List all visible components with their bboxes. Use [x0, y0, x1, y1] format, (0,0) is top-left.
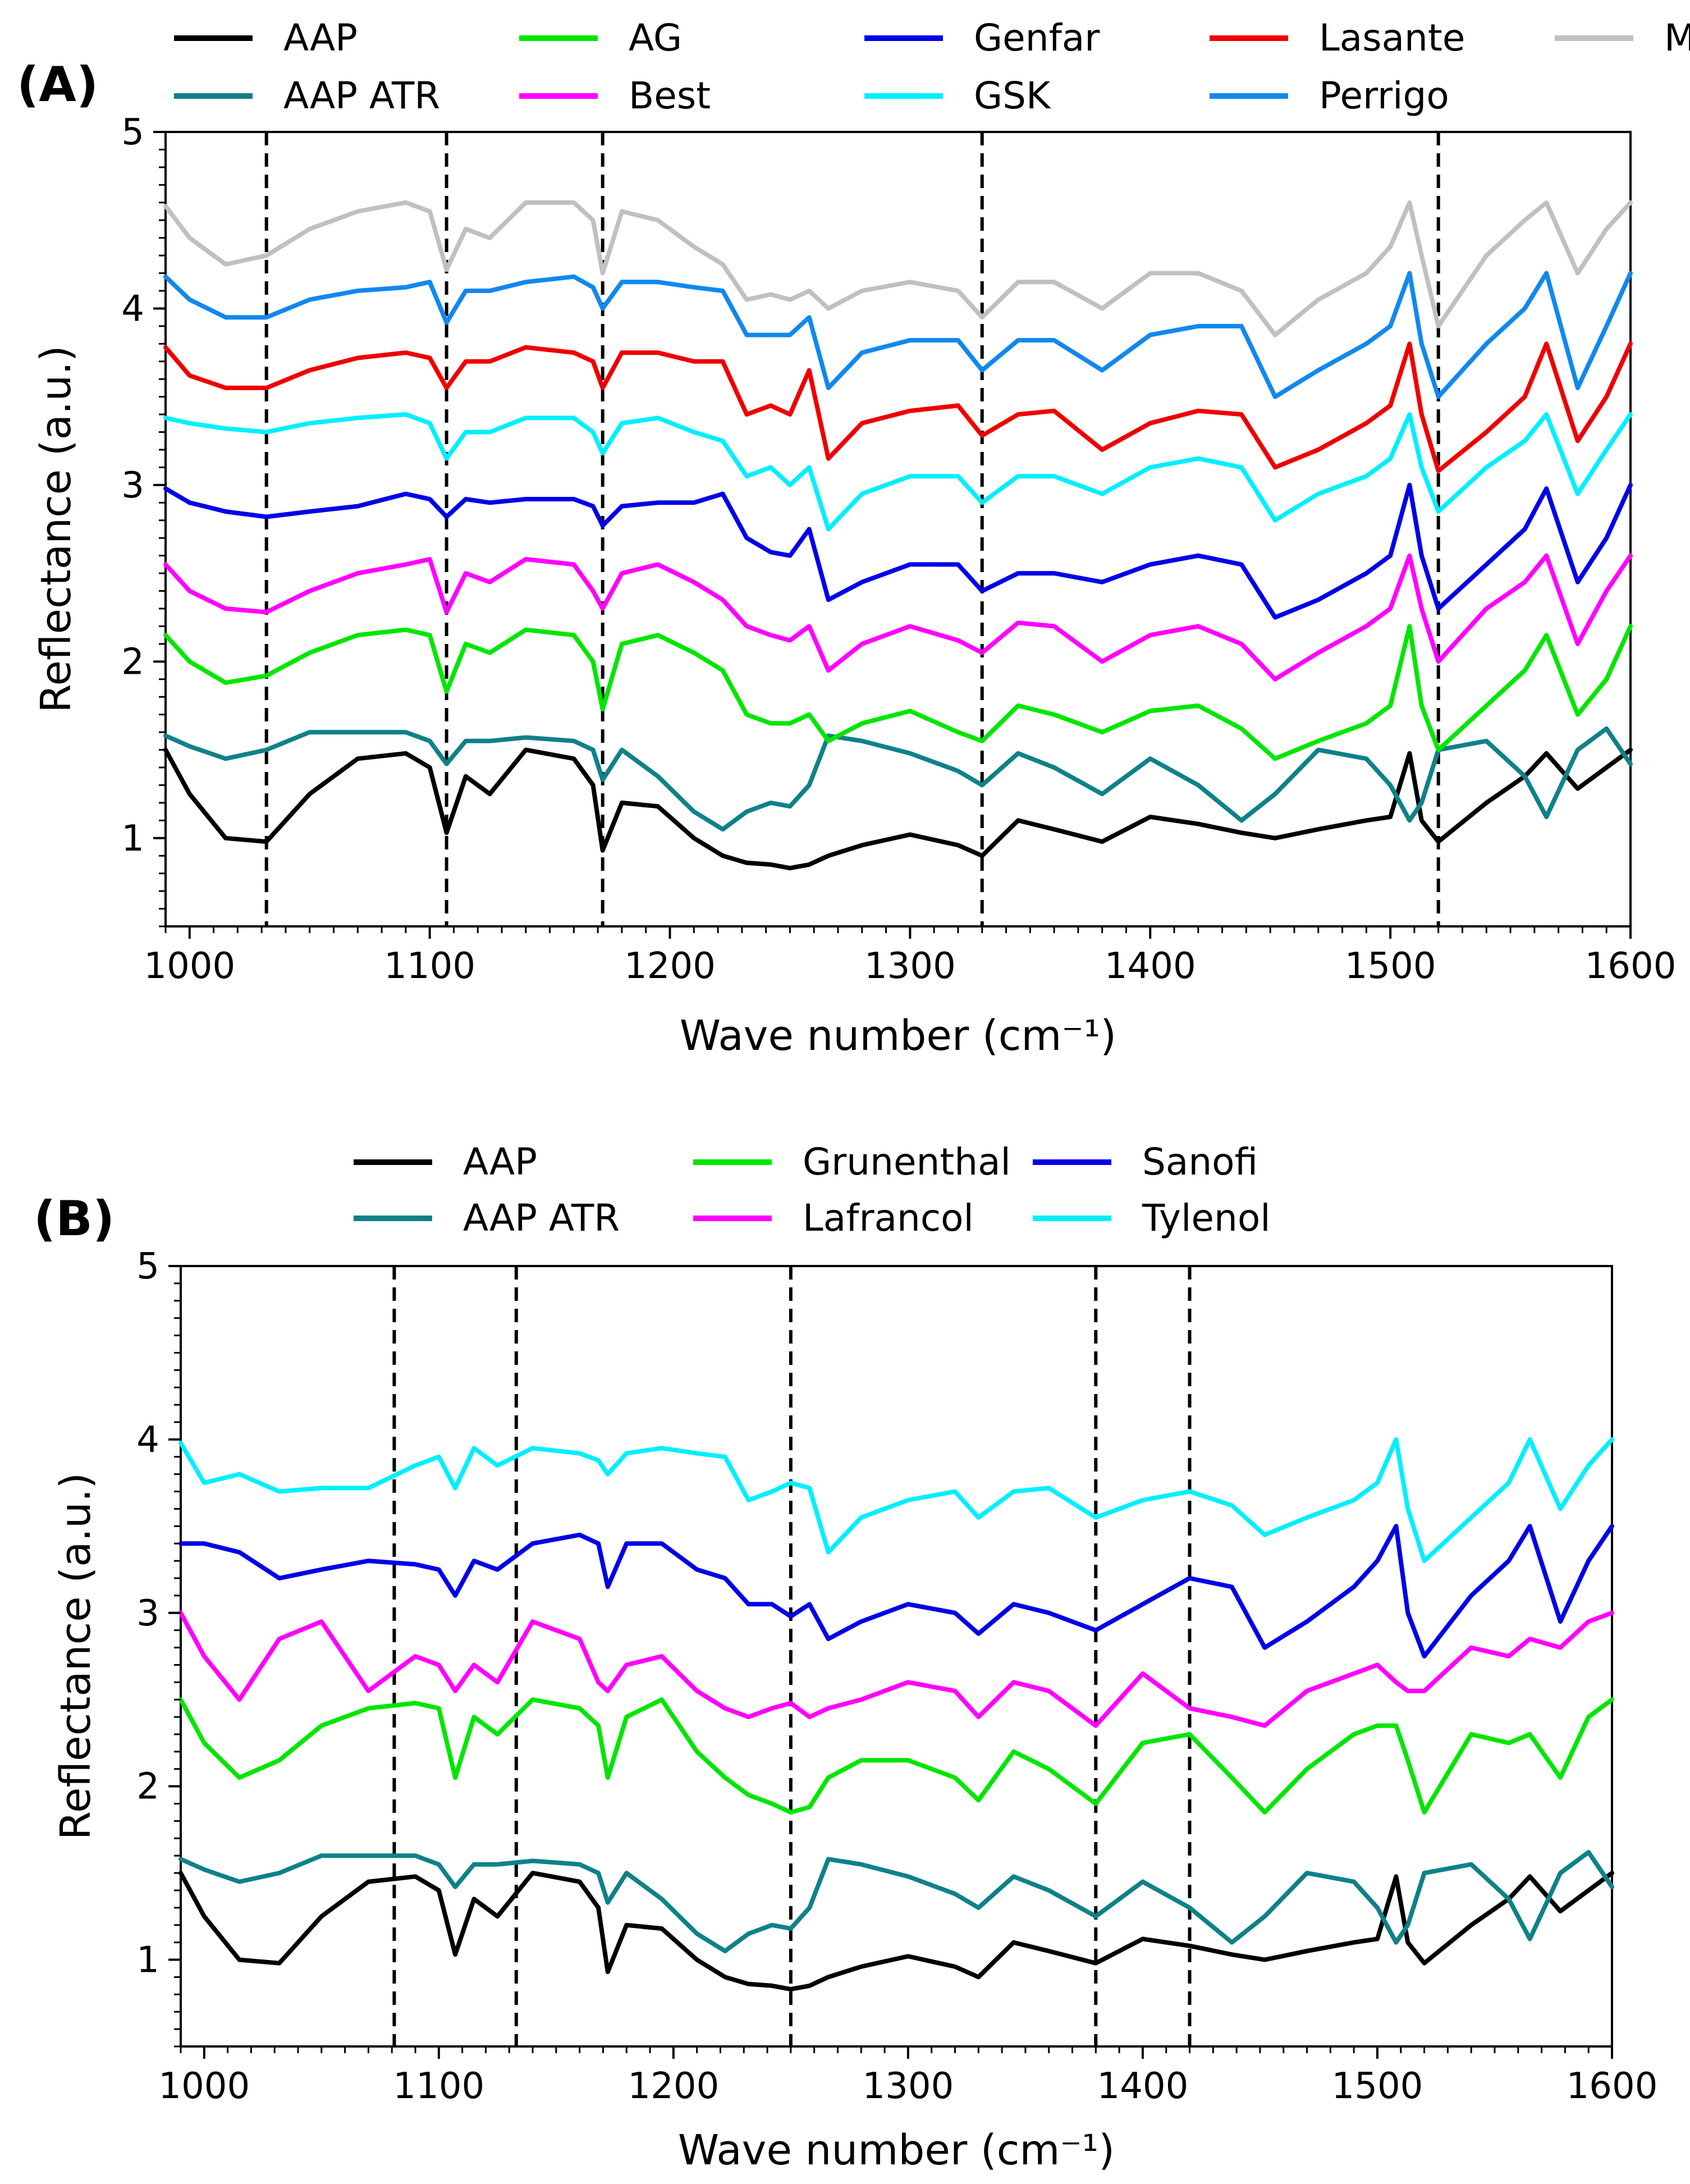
- panel-b-frame: [180, 1265, 1613, 2048]
- legend-item: Lasante: [1210, 16, 1465, 60]
- panel-a-y-axis-label: Reflectance (a.u.): [32, 345, 80, 712]
- legend-label: GSK: [974, 74, 1051, 117]
- series-line-sanofi: [178, 1524, 1614, 1658]
- y-tick-label: 1: [121, 818, 144, 860]
- series-line-mk: [163, 200, 1633, 337]
- series-line-best: [163, 553, 1633, 682]
- legend-label: AAP: [463, 1140, 537, 1184]
- legend-item: Lafrancol: [693, 1196, 974, 1240]
- legend-label: Sanofi: [1142, 1140, 1258, 1184]
- y-tick-label: 4: [136, 1419, 159, 1461]
- legend-label: AAP ATR: [463, 1196, 620, 1240]
- x-tick-label: 1400: [1097, 2066, 1188, 2107]
- series-line-ag: [163, 624, 1633, 761]
- legend-label: MK: [1664, 16, 1690, 60]
- series-line-lafrancol: [178, 1610, 1614, 1728]
- x-tick-label: 1400: [1105, 945, 1196, 987]
- panel-a-y-ticks: 1 2 3 4 5: [121, 112, 166, 927]
- x-tick-label: 1000: [158, 2066, 250, 2107]
- x-tick-label: 1300: [864, 945, 956, 987]
- x-tick-label: 1100: [393, 2066, 484, 2107]
- legend-item: Grunenthal: [693, 1140, 1011, 1184]
- legend-label: AAP ATR: [283, 74, 440, 117]
- legend-label: Lasante: [1319, 16, 1465, 60]
- series-line-aap: [163, 747, 1633, 871]
- legend-label: Perrigo: [1319, 74, 1449, 117]
- y-tick-label: 3: [136, 1593, 159, 1634]
- series-line-tylenol: [178, 1437, 1614, 1564]
- panel-b-series: [178, 1437, 1614, 1992]
- panel-a-legend: AAP AAP ATR AG Best Genfar GSK Lasante Perrigo M…: [174, 16, 1690, 117]
- y-tick-label: 5: [121, 112, 144, 153]
- x-tick-label: 1000: [144, 945, 235, 987]
- x-tick-label: 1500: [1345, 945, 1436, 987]
- legend-label: Lafrancol: [803, 1196, 974, 1240]
- panel-b-y-axis-label: Reflectance (a.u.): [52, 1473, 100, 1840]
- series-line-genfar: [163, 482, 1633, 620]
- legend-label: Best: [629, 74, 711, 117]
- series-line-lasante: [163, 341, 1633, 473]
- y-tick-label: 4: [121, 288, 144, 330]
- series-line-aap: [178, 1871, 1614, 1992]
- series-line-aap-atr: [163, 726, 1633, 832]
- x-tick-label: 1600: [1585, 945, 1677, 987]
- y-tick-label: 1: [136, 1940, 159, 1981]
- panel-b-y-ticks: 1 2 3 4 5: [136, 1246, 181, 2048]
- legend-item: AG: [519, 16, 682, 60]
- x-tick-label: 1600: [1567, 2066, 1658, 2107]
- legend-item: AAP ATR: [354, 1196, 620, 1240]
- panel-a: (A) AAP AAP ATR AG Best Genfar GSK Lasante Perr…: [17, 16, 1690, 1060]
- panel-b-x-axis-label: Wave number (cm⁻¹): [678, 2126, 1115, 2174]
- panel-b-x-ticks: 1000 1100 1200 1300 1400 1500 1600: [158, 2046, 1657, 2107]
- legend-item: AAP ATR: [174, 74, 440, 117]
- y-tick-label: 2: [121, 641, 144, 683]
- legend-label: Genfar: [974, 16, 1100, 60]
- x-tick-label: 1200: [624, 945, 716, 987]
- legend-item: Sanofi: [1033, 1140, 1258, 1184]
- x-tick-label: 1100: [384, 945, 475, 987]
- legend-item: AAP: [354, 1140, 537, 1184]
- panel-b-legend: AAP AAP ATR Grunenthal Lafrancol Sanofi Tylen…: [354, 1140, 1271, 1240]
- panel-a-series: [163, 200, 1633, 871]
- legend-item: Genfar: [864, 16, 1100, 60]
- legend-label: Grunenthal: [803, 1140, 1011, 1184]
- series-line-aap-atr: [178, 1850, 1614, 1954]
- panel-a-frame: [164, 131, 1632, 927]
- series-line-gsk: [163, 412, 1633, 532]
- x-tick-label: 1300: [862, 2066, 954, 2107]
- series-line-perrigo: [163, 271, 1633, 399]
- legend-item: Tylenol: [1033, 1196, 1271, 1240]
- x-tick-label: 1200: [628, 2066, 719, 2107]
- x-tick-label: 1500: [1332, 2066, 1423, 2107]
- legend-item: Perrigo: [1210, 74, 1449, 117]
- legend-label: AAP: [283, 16, 358, 60]
- y-tick-label: 2: [136, 1766, 159, 1808]
- panel-a-x-axis-label: Wave number (cm⁻¹): [680, 1012, 1116, 1060]
- panel-a-label: (A): [17, 57, 98, 113]
- legend-label: AG: [629, 16, 682, 60]
- series-line-grunenthal: [178, 1697, 1614, 1815]
- panel-b-label: (B): [34, 1191, 115, 1247]
- legend-item: AAP: [174, 16, 358, 60]
- y-tick-label: 3: [121, 465, 144, 506]
- panel-a-x-ticks: 1000 1100 1200 1300 1400 1500 1600: [144, 926, 1676, 987]
- panel-b: (B) AAP AAP ATR Grunenthal Lafrancol Sanofi T…: [34, 1140, 1657, 2174]
- legend-label: Tylenol: [1142, 1196, 1271, 1240]
- legend-item: Best: [519, 74, 711, 117]
- y-tick-label: 5: [136, 1246, 159, 1287]
- legend-item: MK: [1555, 16, 1690, 60]
- legend-item: GSK: [864, 74, 1051, 117]
